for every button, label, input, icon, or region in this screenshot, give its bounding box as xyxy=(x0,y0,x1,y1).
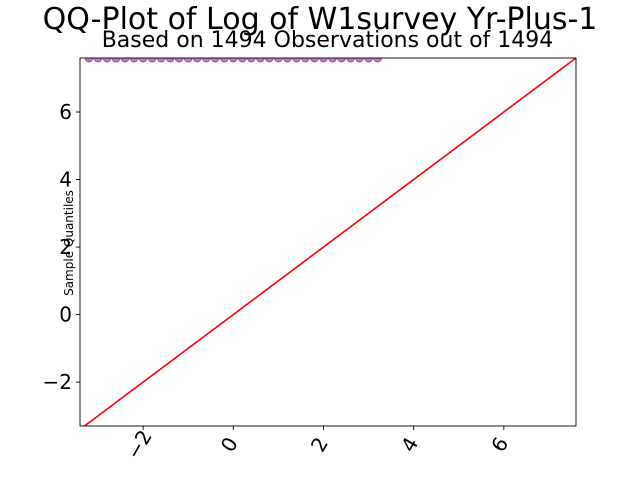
x-tick-label: 0 xyxy=(216,433,243,456)
data-point xyxy=(309,58,319,63)
reference-line xyxy=(83,58,576,426)
data-point xyxy=(192,58,202,63)
y-tick-label: −2 xyxy=(43,370,72,394)
data-point xyxy=(328,58,338,63)
x-tick-label: 2 xyxy=(306,433,333,456)
x-tick-label: 4 xyxy=(396,433,423,456)
x-tick-label: 6 xyxy=(486,433,513,456)
data-point xyxy=(346,58,356,63)
data-point xyxy=(174,58,184,63)
data-point xyxy=(246,58,256,63)
data-point xyxy=(147,58,157,63)
data-point xyxy=(291,58,301,63)
sample-points xyxy=(84,58,383,63)
y-tick-label: 2 xyxy=(59,235,72,259)
data-point xyxy=(264,58,274,63)
data-point xyxy=(282,58,292,63)
data-point xyxy=(156,58,166,63)
data-point xyxy=(93,58,103,63)
data-point xyxy=(201,58,211,63)
data-point xyxy=(219,58,229,63)
data-point xyxy=(210,58,220,63)
y-tick-label: 4 xyxy=(59,168,72,192)
axes-frame xyxy=(79,57,577,427)
data-point xyxy=(337,58,347,63)
y-tick-label: 0 xyxy=(59,303,72,327)
data-point xyxy=(273,58,283,63)
data-point xyxy=(355,58,365,63)
data-point xyxy=(111,58,121,63)
data-point xyxy=(228,58,238,63)
data-point xyxy=(373,58,383,63)
chart-title: QQ-Plot of Log of W1survey Yr-Plus-1 xyxy=(42,2,598,37)
data-point xyxy=(318,58,328,63)
x-tick-label: −2 xyxy=(121,426,157,464)
y-tick-label: 6 xyxy=(59,100,72,124)
data-point xyxy=(129,58,139,63)
data-point xyxy=(138,58,148,63)
data-point xyxy=(120,58,130,63)
data-point xyxy=(255,58,265,63)
data-point xyxy=(237,58,247,63)
data-point xyxy=(102,58,112,63)
data-point xyxy=(364,58,374,63)
chart-subtitle: Based on 1494 Observations out of 1494 xyxy=(101,28,554,53)
data-point xyxy=(84,58,94,63)
data-point xyxy=(183,58,193,63)
data-point xyxy=(165,58,175,63)
data-point xyxy=(300,58,310,63)
